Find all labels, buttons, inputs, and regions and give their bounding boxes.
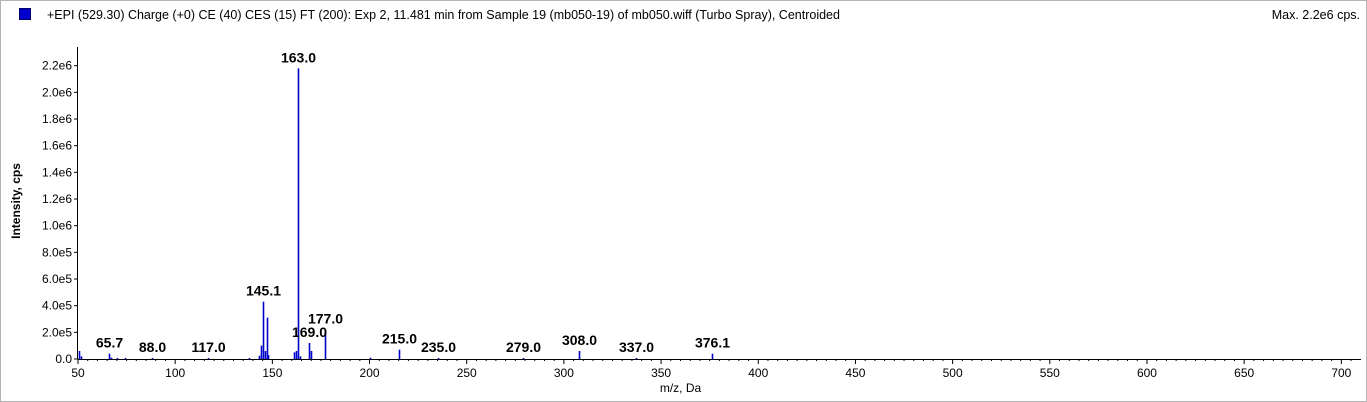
x-tick-label: 50 (71, 366, 85, 380)
peak-label: 88.0 (139, 339, 166, 355)
y-axis: 0.0 2.0e5 4.0e5 6.0e5 8.0e5 1.0e6 1.2e6 1.4e6 1.… (42, 59, 78, 366)
peak-label: 177.0 (308, 311, 343, 327)
x-tick-label: 450 (845, 366, 865, 380)
spectrum-header: +EPI (529.30) Charge (+0) CE (40) CES (1… (1, 1, 1366, 31)
x-tick-label: 550 (1040, 366, 1060, 380)
y-tick-label: 1.2e6 (42, 192, 72, 206)
x-tick-label: 100 (165, 366, 185, 380)
y-tick-label: 4.0e5 (42, 299, 72, 313)
y-tick-label: 2.0e5 (42, 325, 72, 339)
x-tick-label: 150 (262, 366, 282, 380)
peak-label: 163.0 (281, 49, 316, 65)
x-tick-label: 350 (651, 366, 671, 380)
x-axis: 50 100 150 200 250 300 350 400 450 500 550 600 650 70… (71, 359, 1352, 380)
y-tick-label: 6.0e5 (42, 272, 72, 286)
series-swatch-icon[interactable] (19, 8, 31, 20)
peaks-layer (78, 68, 714, 359)
x-tick-label: 300 (554, 366, 574, 380)
peak-label: 279.0 (506, 339, 541, 355)
y-axis-title: Intensity, cps (9, 163, 23, 239)
x-tick-label: 200 (360, 366, 380, 380)
peak-label: 65.7 (96, 335, 123, 351)
y-tick-label: 2.2e6 (42, 59, 72, 73)
x-tick-label: 250 (457, 366, 477, 380)
peak-label: 169.0 (292, 324, 327, 340)
y-tick-label: 1.4e6 (42, 165, 72, 179)
peak-label: 145.1 (246, 283, 281, 299)
x-tick-label: 650 (1234, 366, 1254, 380)
peak-label: 308.0 (562, 332, 597, 348)
y-tick-label: 1.0e6 (42, 219, 72, 233)
y-tick-label: 1.8e6 (42, 112, 72, 126)
peak-label: 376.1 (695, 335, 730, 351)
y-tick-label: 8.0e5 (42, 245, 72, 259)
x-tick-label: 400 (748, 366, 768, 380)
spectrum-title: +EPI (529.30) Charge (+0) CE (40) CES (1… (47, 8, 840, 22)
x-tick-label: 600 (1137, 366, 1157, 380)
y-tick-label: 2.0e6 (42, 85, 72, 99)
peak-label: 117.0 (191, 339, 225, 355)
x-axis-title: m/z, Da (660, 381, 702, 395)
peak-label: 215.0 (382, 331, 417, 347)
peak-label: 235.0 (421, 339, 456, 355)
peak-label: 337.0 (619, 339, 654, 355)
max-intensity-label: Max. 2.2e6 cps. (1271, 8, 1360, 22)
y-tick-label: 0.0 (55, 352, 72, 366)
x-tick-label: 700 (1331, 366, 1351, 380)
y-tick-label: 1.6e6 (42, 139, 72, 153)
x-tick-label: 500 (943, 366, 963, 380)
